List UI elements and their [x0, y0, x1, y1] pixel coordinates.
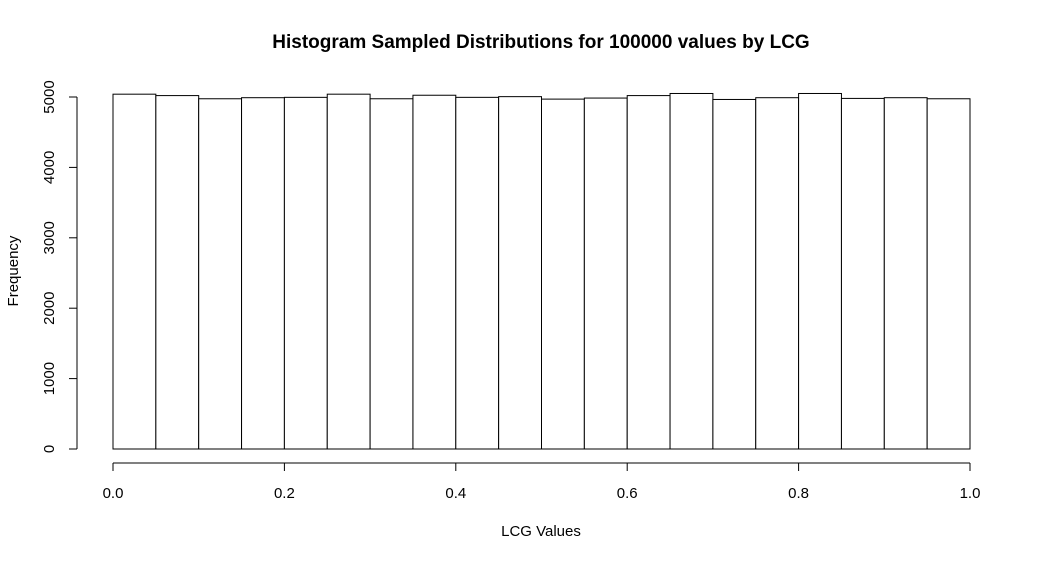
- histogram-bar: [455, 96, 500, 450]
- y-axis: 0 1000 2000 3000 4000 5000: [41, 80, 78, 453]
- histogram-bar: [712, 98, 757, 450]
- histogram-bar: [669, 92, 714, 450]
- x-axis-label: LCG Values: [501, 523, 581, 540]
- x-tick-label: 0.2: [274, 485, 295, 502]
- x-axis: 0.0 0.2 0.4 0.6 0.8 1.0: [103, 462, 981, 502]
- histogram-bar: [198, 98, 243, 450]
- y-tick-label: 3000: [41, 221, 58, 254]
- y-tick-label: 4000: [41, 151, 58, 184]
- x-tick-label: 0.8: [788, 485, 809, 502]
- histogram-bar: [541, 98, 585, 450]
- x-tick-label: 0.6: [617, 485, 638, 502]
- y-tick-label: 2000: [41, 292, 58, 325]
- y-axis-label: Frequency: [5, 235, 22, 306]
- histogram-bar: [755, 97, 800, 450]
- histogram-bar: [798, 92, 842, 450]
- bars-group: [112, 92, 971, 450]
- histogram-bar: [883, 97, 928, 450]
- chart-title: Histogram Sampled Distributions for 1000…: [272, 32, 809, 53]
- histogram-bar: [626, 95, 671, 450]
- histogram-bar: [112, 93, 157, 450]
- y-tick-label: 0: [41, 445, 58, 453]
- histogram-bar: [283, 96, 328, 450]
- histogram-bar: [926, 98, 971, 450]
- histogram-bar: [369, 98, 414, 450]
- histogram-bar: [583, 97, 628, 450]
- y-tick-label: 1000: [41, 362, 58, 395]
- x-tick-label: 0.4: [445, 485, 466, 502]
- x-tick-label: 1.0: [960, 485, 981, 502]
- histogram-bar: [840, 97, 885, 450]
- histogram-bar: [412, 94, 457, 450]
- histogram-bar: [155, 95, 200, 450]
- histogram-bar: [241, 97, 285, 450]
- x-tick-label: 0.0: [103, 485, 124, 502]
- histogram-bar: [326, 93, 371, 450]
- histogram-bar: [498, 96, 542, 450]
- y-tick-label: 5000: [41, 80, 58, 113]
